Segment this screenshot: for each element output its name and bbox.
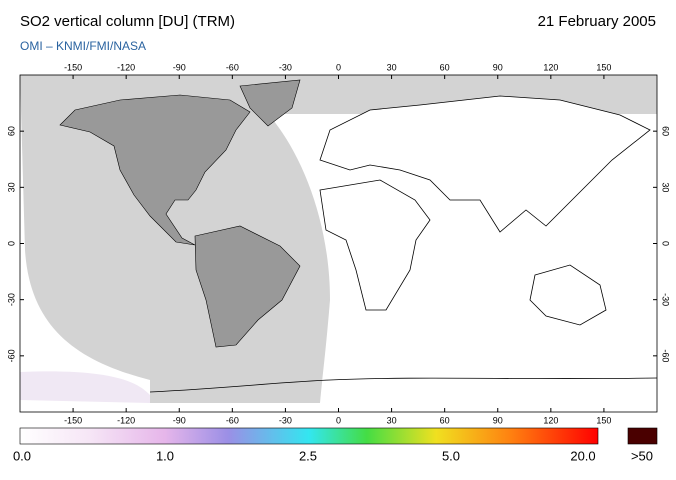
- colorbar-label: 0.0: [13, 448, 31, 463]
- lat-tick-label: -30: [6, 293, 16, 306]
- colorbar: [19, 427, 658, 445]
- colorbar-label: 1.0: [156, 448, 174, 463]
- lon-tick-label: -30: [279, 62, 292, 72]
- title: SO2 vertical column [DU] (TRM): [20, 13, 235, 30]
- lon-tick-label: 150: [596, 415, 611, 425]
- lon-tick-label: -60: [226, 62, 239, 72]
- lat-tick-label: 0: [661, 241, 671, 246]
- lat-tick-label: 30: [6, 182, 16, 192]
- colorbar-label: >50: [631, 448, 653, 463]
- lon-tick-label: 120: [543, 62, 558, 72]
- lon-tick-label: 120: [543, 415, 558, 425]
- greenland: [239, 79, 301, 127]
- date: 21 February 2005: [538, 13, 656, 30]
- lon-tick-label: 90: [493, 415, 503, 425]
- lon-tick-label: -120: [117, 415, 135, 425]
- colorbar-label: 2.5: [299, 448, 317, 463]
- lon-tick-label: 60: [440, 415, 450, 425]
- lon-tick-label: 0: [336, 62, 341, 72]
- lat-tick-label: -30: [661, 293, 671, 306]
- lat-tick-label: 0: [6, 241, 16, 246]
- lon-tick-label: -150: [64, 415, 82, 425]
- lon-tick-label: -30: [279, 415, 292, 425]
- credit: OMI – KNMI/FMI/NASA: [20, 39, 146, 53]
- lon-tick-label: -60: [226, 415, 239, 425]
- colorbar-label: 5.0: [442, 448, 460, 463]
- lat-tick-label: 30: [661, 182, 671, 192]
- lat-tick-label: -60: [661, 349, 671, 362]
- north-america: [59, 94, 251, 246]
- lat-tick-label: 60: [661, 126, 671, 136]
- africa: [319, 179, 431, 311]
- antarctica: [149, 377, 658, 393]
- lon-tick-label: 30: [387, 62, 397, 72]
- lon-tick-label: 60: [440, 62, 450, 72]
- colorbar-overflow: [627, 427, 658, 445]
- lon-tick-label: -90: [173, 62, 186, 72]
- lat-tick-label: 60: [6, 126, 16, 136]
- map: [19, 74, 658, 413]
- colorbar-label: 20.0: [570, 448, 595, 463]
- lat-tick-label: -60: [6, 349, 16, 362]
- lon-tick-label: -120: [117, 62, 135, 72]
- lon-tick-label: -90: [173, 415, 186, 425]
- lon-tick-label: 30: [387, 415, 397, 425]
- lon-tick-label: 90: [493, 62, 503, 72]
- lon-tick-label: -150: [64, 62, 82, 72]
- noise: [20, 371, 150, 403]
- south-america: [194, 225, 301, 348]
- lon-tick-label: 150: [596, 62, 611, 72]
- colorbar-scale: [19, 427, 599, 445]
- australia: [529, 264, 607, 326]
- lon-tick-label: 0: [336, 415, 341, 425]
- eurasia: [319, 95, 651, 233]
